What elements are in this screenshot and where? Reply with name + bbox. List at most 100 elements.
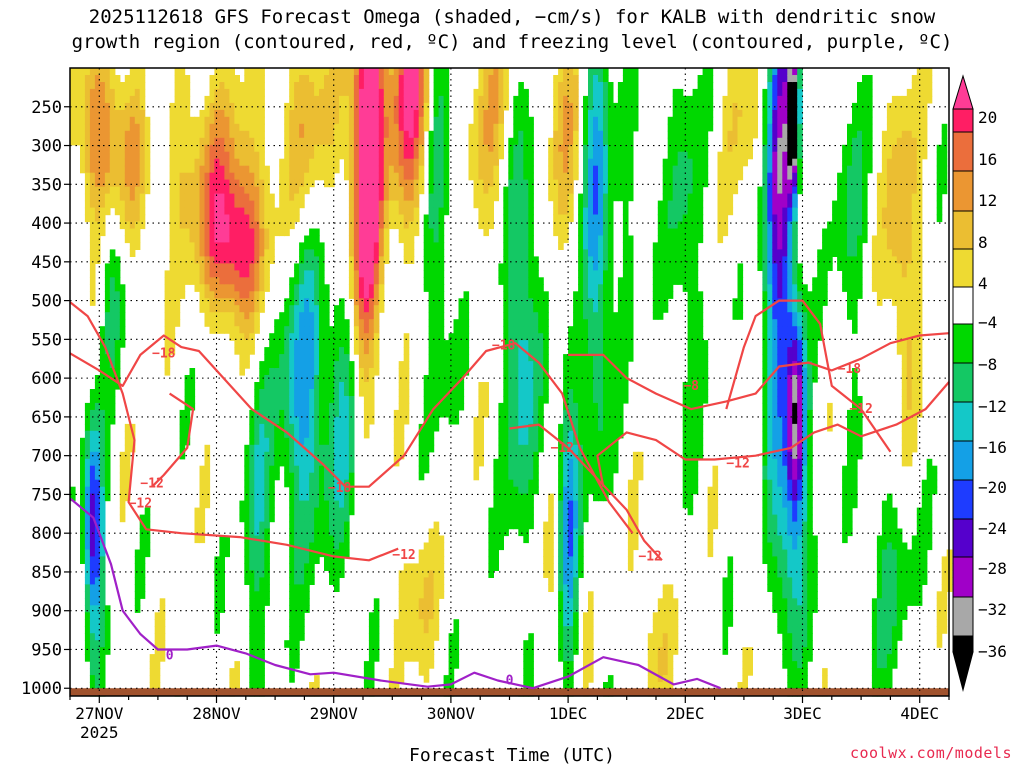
omega-cell bbox=[523, 284, 529, 292]
omega-cell bbox=[274, 361, 280, 369]
omega-cell bbox=[408, 228, 415, 237]
omega-cell bbox=[244, 249, 250, 257]
omega-cell bbox=[94, 151, 101, 160]
omega-cell bbox=[433, 228, 440, 237]
omega-cell bbox=[563, 368, 569, 376]
omega-cell bbox=[249, 430, 255, 439]
omega-cell bbox=[518, 179, 524, 188]
omega-cell bbox=[259, 626, 265, 634]
omega-cell bbox=[498, 402, 504, 411]
omega-cell bbox=[423, 228, 430, 237]
omega-cell bbox=[583, 402, 589, 411]
omega-cell bbox=[428, 256, 435, 264]
omega-cell bbox=[199, 144, 206, 153]
omega-cell bbox=[259, 479, 265, 488]
omega-cell bbox=[309, 437, 315, 446]
omega-cell bbox=[319, 151, 325, 160]
omega-cell bbox=[314, 82, 320, 90]
omega-cell bbox=[114, 193, 121, 202]
omega-cell bbox=[593, 368, 599, 376]
omega-cell bbox=[503, 507, 509, 516]
omega-cell bbox=[179, 416, 186, 425]
omega-cell bbox=[493, 193, 499, 202]
omega-cell bbox=[224, 68, 230, 76]
omega-cell bbox=[319, 389, 325, 397]
omega-cell bbox=[383, 68, 390, 76]
omega-cell bbox=[94, 577, 101, 585]
omega-cell bbox=[209, 312, 216, 320]
omega-cell bbox=[448, 382, 455, 390]
omega-cell bbox=[314, 116, 320, 125]
omega-cell bbox=[299, 263, 305, 271]
omega-cell bbox=[99, 423, 106, 432]
omega-cell bbox=[229, 123, 235, 132]
omega-cell bbox=[533, 423, 539, 432]
omega-cell bbox=[329, 402, 335, 411]
omega-cell bbox=[478, 437, 484, 446]
omega-cell bbox=[309, 75, 315, 83]
omega-cell bbox=[274, 214, 280, 223]
omega-cell bbox=[588, 214, 594, 223]
omega-cell bbox=[334, 368, 340, 376]
omega-cell bbox=[433, 221, 440, 230]
omega-cell bbox=[254, 577, 260, 585]
omega-cell bbox=[154, 619, 161, 627]
omega-cell bbox=[363, 68, 370, 76]
omega-cell bbox=[239, 263, 245, 271]
omega-cell bbox=[194, 179, 201, 188]
omega-cell bbox=[583, 668, 589, 676]
omega-cell bbox=[244, 165, 250, 174]
omega-cell bbox=[294, 165, 300, 174]
omega-cell bbox=[109, 109, 116, 118]
omega-cell bbox=[508, 256, 514, 264]
omega-cell bbox=[294, 640, 300, 648]
omega-cell bbox=[94, 402, 101, 411]
omega-cell bbox=[344, 137, 350, 146]
omega-cell bbox=[194, 221, 201, 230]
omega-cell bbox=[294, 661, 300, 669]
omega-cell bbox=[304, 249, 310, 257]
omega-cell bbox=[388, 221, 395, 230]
omega-cell bbox=[309, 570, 315, 578]
omega-cell bbox=[438, 542, 445, 551]
omega-cell bbox=[573, 521, 579, 530]
omega-cell bbox=[264, 207, 270, 216]
omega-cell bbox=[578, 207, 584, 216]
omega-cell bbox=[309, 68, 315, 76]
omega-cell bbox=[518, 228, 524, 237]
omega-cell bbox=[134, 137, 141, 146]
omega-cell bbox=[264, 347, 270, 355]
omega-cell bbox=[314, 158, 320, 167]
omega-cell bbox=[84, 95, 91, 104]
omega-cell bbox=[598, 249, 604, 257]
omega-cell bbox=[558, 137, 564, 146]
omega-cell bbox=[314, 109, 320, 118]
omega-cell bbox=[294, 430, 300, 439]
omega-cell bbox=[184, 423, 191, 432]
omega-cell bbox=[329, 458, 335, 467]
omega-cell bbox=[144, 179, 151, 188]
omega-cell bbox=[493, 542, 499, 551]
omega-cell bbox=[99, 95, 106, 104]
omega-cell bbox=[408, 605, 415, 613]
omega-cell bbox=[568, 95, 574, 104]
omega-cell bbox=[254, 647, 260, 655]
omega-cell bbox=[209, 270, 216, 278]
omega-cell bbox=[169, 291, 176, 299]
omega-cell bbox=[124, 88, 131, 97]
omega-cell bbox=[563, 88, 569, 97]
omega-cell bbox=[408, 256, 415, 264]
omega-cell bbox=[289, 207, 295, 216]
omega-cell bbox=[299, 333, 305, 341]
omega-cell bbox=[114, 109, 121, 118]
omega-cell bbox=[94, 647, 101, 655]
omega-cell bbox=[583, 354, 589, 362]
omega-cell bbox=[234, 88, 240, 97]
omega-cell bbox=[498, 493, 504, 502]
omega-cell bbox=[513, 416, 519, 425]
omega-cell bbox=[80, 116, 86, 125]
omega-cell bbox=[548, 151, 554, 160]
omega-cell bbox=[234, 109, 240, 118]
omega-cell bbox=[254, 130, 260, 139]
omega-cell bbox=[523, 228, 529, 237]
